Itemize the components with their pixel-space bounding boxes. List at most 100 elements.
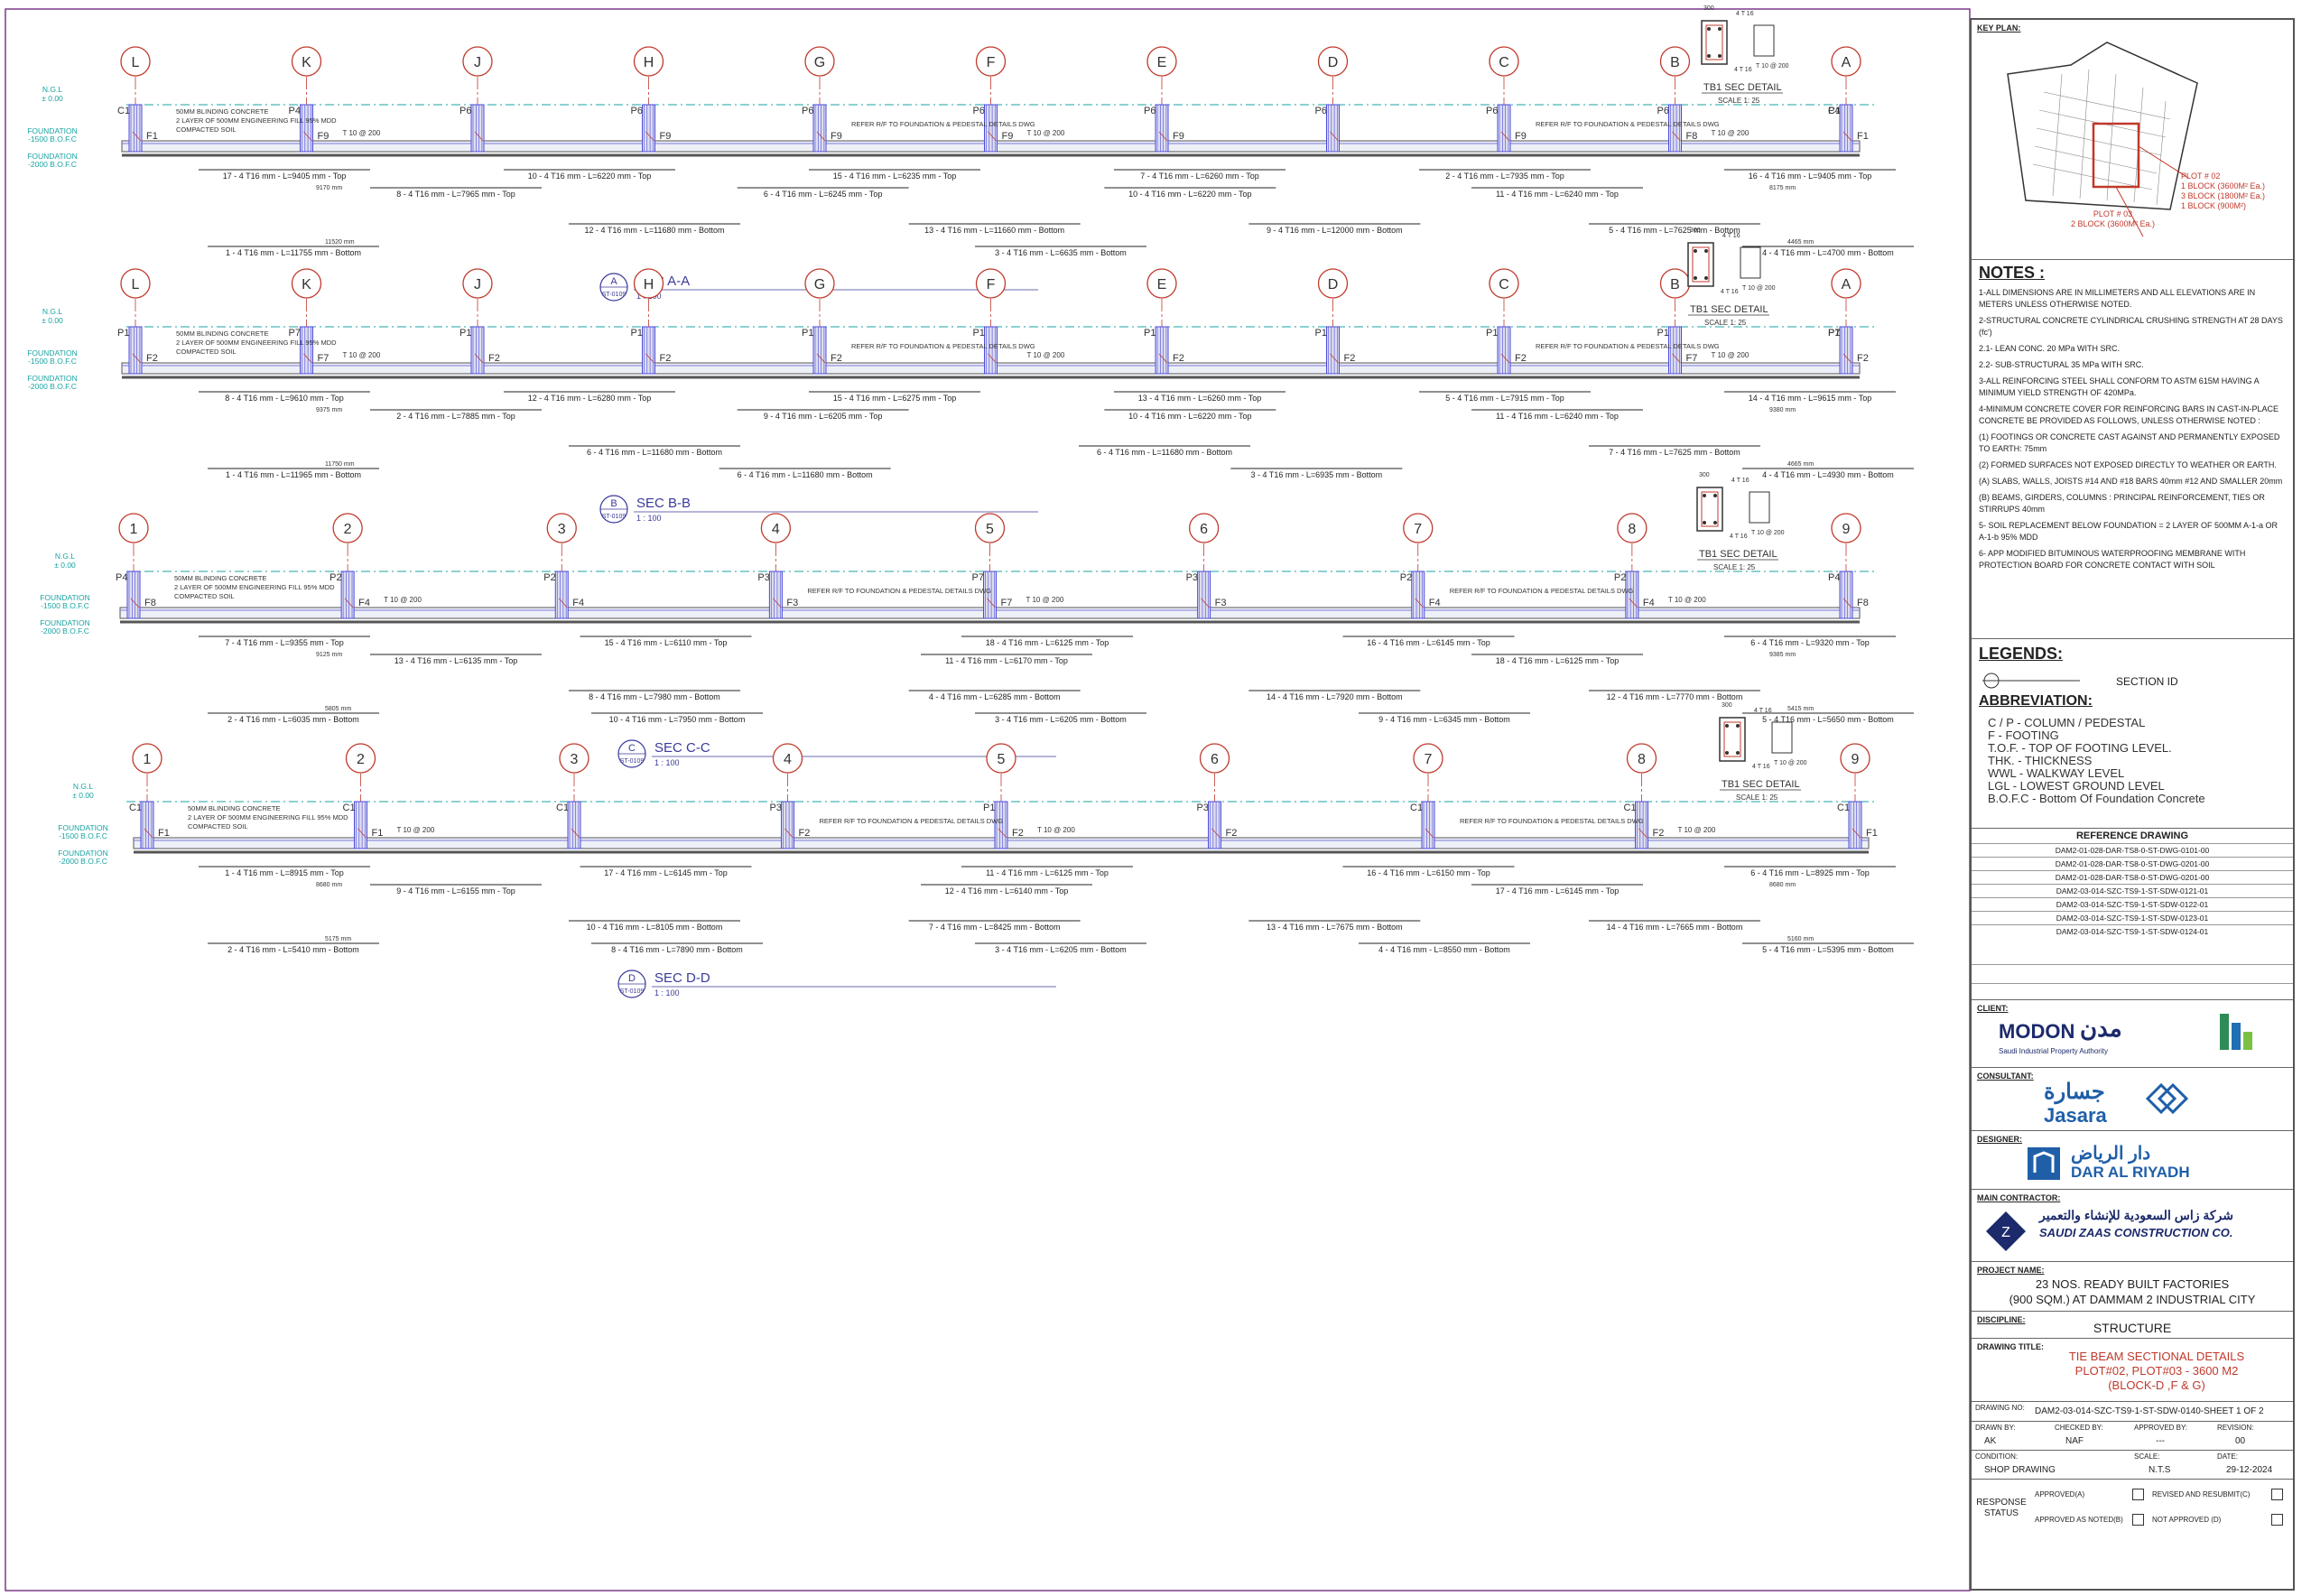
dim-label: 4665 mm <box>1787 461 1814 468</box>
rebar-dot <box>1718 54 1722 58</box>
pedestal-label: P6 <box>1144 106 1156 116</box>
revise-c-checkbox[interactable] <box>2271 1489 2283 1500</box>
rebar-label: 8 - 4 T16 mm - L=7965 mm - Top <box>396 190 515 199</box>
designer-label: DESIGNER: <box>1977 1135 2023 1144</box>
stirrup <box>1723 721 1741 757</box>
revision-label: REVISION: <box>2217 1424 2254 1432</box>
abbr-item: C / P - COLUMN / PEDESTAL <box>1988 716 2146 729</box>
detail-title: TB1 SEC DETAIL <box>1690 304 1768 315</box>
pedestal-label: P1 <box>1657 328 1669 339</box>
section-tag-ref: ST-0109 <box>602 514 626 520</box>
approved-noted-b-checkbox[interactable] <box>2132 1514 2144 1526</box>
rebar-label: 17 - 4 T16 mm - L=6145 mm - Top <box>604 868 727 877</box>
grid-label: L <box>132 277 140 292</box>
footing-label: F2 <box>831 353 842 364</box>
rebar-label: 7 - 4 T16 mm - L=9355 mm - Top <box>225 638 343 647</box>
pedestal <box>567 801 581 849</box>
pedestal-label: C1 <box>343 803 356 813</box>
pedestal-label: C1 <box>1410 803 1423 813</box>
pedestal <box>768 571 783 619</box>
grid-label: J <box>474 277 481 292</box>
refer-note: REFER R/F TO FOUNDATION & PEDESTAL DETAI… <box>851 342 1035 350</box>
grid-bubble <box>804 268 835 299</box>
kp-note-4: PLOT # 03 <box>2093 209 2133 218</box>
reference-item: DAM2-03-014-SZC-TS9-1-ST-SDW-0123-01 <box>1972 911 2293 925</box>
note-item: 6- APP MODIFIED BITUMINOUS WATERPROOFING… <box>1979 549 2246 570</box>
level-label: -1500 B.O.F.C <box>59 831 107 840</box>
pedestal-label: P1 <box>1315 328 1327 339</box>
tb1-section-detail: 4 T 16 4 T 16 300 T 10 @ 200 TB1 SEC DETAIL S… <box>1701 5 1789 105</box>
rebar-dot <box>1707 54 1711 58</box>
pedestal-label: P7 <box>1828 328 1840 339</box>
grid-label: K <box>302 277 311 292</box>
rebar-label: 4 - 4 T16 mm - L=4700 mm - Bottom <box>1762 248 1894 257</box>
pedestal <box>1839 104 1853 153</box>
level-label: FOUNDATION <box>27 126 78 135</box>
rebar-label: 6 - 4 T16 mm - L=11680 mm - Bottom <box>587 448 722 457</box>
footing-marker <box>1500 131 1510 142</box>
footing-label: F3 <box>786 598 798 608</box>
pedestal <box>1497 104 1511 153</box>
section-scale: 1 : 100 <box>654 758 680 767</box>
rebar-dot <box>1736 751 1740 755</box>
footing-marker <box>1638 828 1647 839</box>
rebar-label: 1 - 4 T16 mm - L=11755 mm - Bottom <box>226 248 361 257</box>
detail-width: 300 <box>1690 227 1701 234</box>
section-tag-ref: ST-0109 <box>620 758 645 765</box>
rebar-label: 7 - 4 T16 mm - L=6260 mm - Top <box>1140 172 1258 181</box>
dim-label: 8680 mm <box>1769 882 1796 888</box>
footing-label: F8 <box>1857 598 1869 608</box>
abbr-list: C / P - COLUMN / PEDESTAL F - FOOTING T.O.… <box>1988 717 2205 805</box>
kp-note-2: 3 BLOCK (1800M² Ea.) <box>2181 191 2266 200</box>
contractor-panel: MAIN CONTRACTOR: Z شركة زاس السعودية للإ… <box>1972 1189 2293 1261</box>
pedestal <box>812 326 827 375</box>
refer-note: REFER R/F TO FOUNDATION & PEDESTAL DETAI… <box>1536 342 1720 350</box>
grid-label: B <box>1670 277 1680 292</box>
detail-scale: SCALE 1: 25 <box>1704 319 1747 327</box>
refer-note: REFER R/F TO FOUNDATION & PEDESTAL DETAI… <box>1536 120 1720 128</box>
not-approved-d-checkbox[interactable] <box>2271 1514 2283 1526</box>
rebar-label: 12 - 4 T16 mm - L=11680 mm - Bottom <box>585 226 725 235</box>
approved-a-checkbox[interactable] <box>2132 1489 2144 1500</box>
tie-label: T 10 @ 200 <box>397 826 435 834</box>
detail-bottom-bars: 4 T 16 <box>1721 289 1739 295</box>
rebar-dot <box>1725 751 1729 755</box>
construction-note: 50MM BLINDING CONCRETE <box>176 107 269 116</box>
grid-bubble <box>1831 513 1861 543</box>
grid-label: 2 <box>357 752 365 767</box>
pedestal-label: C1 <box>1837 803 1850 813</box>
footing-label: F2 <box>1515 353 1527 364</box>
grid-bubble <box>291 46 322 77</box>
rebar-label: 8 - 4 T16 mm - L=7980 mm - Bottom <box>589 692 720 701</box>
level-label: N.G.L <box>42 85 62 94</box>
grid-bubble <box>1831 46 1861 77</box>
footing-label: F2 <box>1653 828 1665 839</box>
contractor-arabic: شركة زاس السعودية للإنشاء والتعمير <box>2039 1208 2233 1222</box>
footing-marker <box>816 131 826 142</box>
detail-width: 300 <box>1722 702 1732 709</box>
construction-note: COMPACTED SOIL <box>176 125 237 134</box>
dim-label: 5160 mm <box>1787 936 1814 942</box>
grid-label: 6 <box>1211 752 1219 767</box>
refer-note: REFER R/F TO FOUNDATION & PEDESTAL DETAI… <box>807 587 991 595</box>
drawing-title-value: TIE BEAM SECTIONAL DETAILS PLOT#02, PLOT… <box>2026 1350 2288 1393</box>
rebar-label: 5 - 4 T16 mm - L=5395 mm - Bottom <box>1762 945 1894 954</box>
refer-note: REFER R/F TO FOUNDATION & PEDESTAL DETAI… <box>1450 587 1634 595</box>
notes-title: NOTES : <box>1979 264 2046 282</box>
grid-bubble <box>120 46 151 77</box>
rebar-label: 11 - 4 T16 mm - L=6125 mm - Top <box>986 868 1109 877</box>
rebar-label: 8 - 4 T16 mm - L=9610 mm - Top <box>225 394 343 403</box>
rebar-dot <box>1704 276 1708 280</box>
pedestal <box>1497 326 1511 375</box>
rebar-label: 11 - 4 T16 mm - L=6240 mm - Top <box>1496 190 1619 199</box>
grid-bubble <box>462 268 493 299</box>
grid-label: 5 <box>998 752 1006 767</box>
tie-label: T 10 @ 200 <box>1027 129 1065 137</box>
footing-label: F7 <box>318 353 329 364</box>
grid-bubble <box>1188 513 1220 543</box>
drawing-title-line-3: (BLOCK-D ,F & G) <box>2108 1378 2205 1392</box>
grid-bubble <box>1617 513 1647 543</box>
project-line-1: 23 NOS. READY BUILT FACTORIES <box>2035 1277 2230 1291</box>
grid-label: F <box>987 55 996 70</box>
kp-note-3: 1 BLOCK (900M²) <box>2181 201 2247 210</box>
